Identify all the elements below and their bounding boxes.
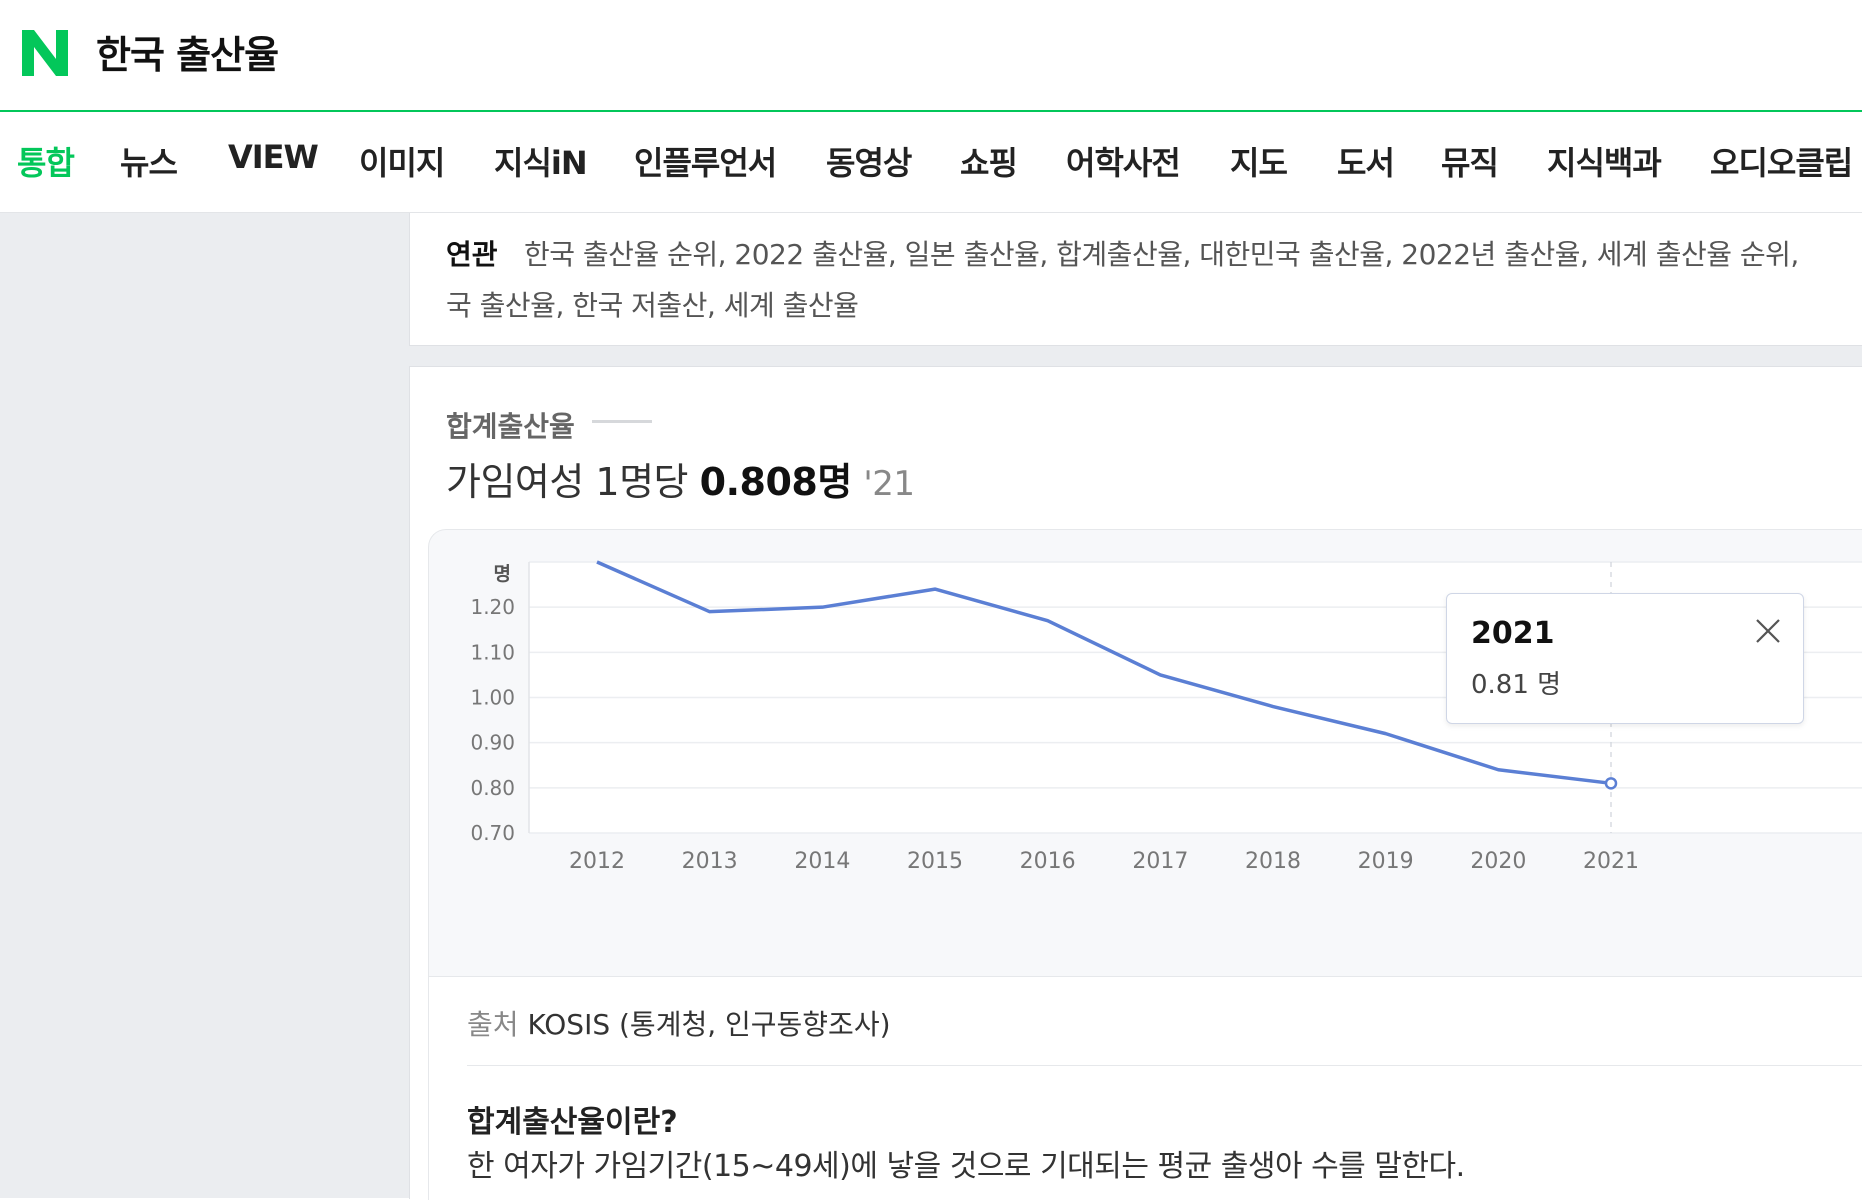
tab-music[interactable]: 뮤직: [1441, 144, 1499, 182]
chart-tooltip: 2021 0.81 명: [1446, 593, 1804, 724]
tab-shopping[interactable]: 쇼핑: [960, 144, 1018, 182]
stat-title: 합계출산율: [446, 410, 575, 443]
y-tick-label: 0.70: [470, 821, 515, 845]
fertility-rate-card: 합계출산율 가임여성 1명당 0.808명 '21 명 1.20 1.10 1.00 0…: [409, 366, 1862, 1201]
x-tick-label: 2018: [1245, 849, 1301, 874]
tooltip-value: 0.81 명: [1471, 670, 1562, 700]
related-label: 연관: [446, 238, 498, 271]
related-keywords-line1[interactable]: 한국 출산율 순위, 2022 출산율, 일본 출산율, 합계출산율, 대한민국…: [524, 238, 1799, 271]
tooltip-year: 2021: [1471, 616, 1555, 651]
stat-summary: 가임여성 1명당 0.808명 '21: [446, 451, 915, 506]
search-header: 한국 출산율: [0, 0, 1862, 112]
y-tick-label: 1.00: [470, 686, 515, 710]
tab-images[interactable]: 이미지: [359, 144, 445, 182]
x-tick-label: 2014: [794, 849, 850, 874]
tab-books[interactable]: 도서: [1337, 144, 1395, 182]
x-tick-label: 2012: [569, 849, 625, 874]
x-tick-label: 2017: [1132, 849, 1188, 874]
definition-title: 합계출산율이란?: [467, 1105, 678, 1140]
y-tick-label: 1.20: [470, 595, 515, 619]
source-section: 출처 KOSIS (통계청, 인구동향조사) 합계출산율이란? 한 여자가 가임…: [429, 976, 1862, 1201]
tab-knowledge-in[interactable]: 지식iN: [494, 144, 588, 182]
tab-influencer[interactable]: 인플루언서: [634, 144, 777, 182]
y-tick-label: 1.10: [470, 640, 515, 664]
related-keywords-line2[interactable]: 국 출산율, 한국 저출산, 세계 출산율: [446, 289, 859, 322]
tab-integrated[interactable]: 통합: [17, 144, 75, 182]
search-tabs: 통합 뉴스 VIEW 이미지 지식iN 인플루언서 동영상 쇼핑 어학사전 지도…: [0, 112, 1862, 213]
source-label: 출처: [467, 1008, 519, 1041]
summary-year: '21: [863, 464, 915, 504]
x-tick-label: 2013: [682, 849, 738, 874]
x-tick-label: 2020: [1470, 849, 1526, 874]
title-divider: [592, 420, 652, 423]
series-line: [596, 560, 1612, 786]
close-icon[interactable]: [1753, 616, 1783, 646]
summary-prefix: 가임여성 1명당: [446, 460, 689, 504]
divider: [467, 1065, 1862, 1066]
summary-value: 0.808명: [699, 460, 853, 504]
highlight-point: [1604, 777, 1618, 790]
tab-encyclopedia[interactable]: 지식백과: [1547, 144, 1662, 182]
x-tick-label: 2019: [1358, 849, 1414, 874]
tab-map[interactable]: 지도: [1230, 144, 1288, 182]
tab-view[interactable]: VIEW: [228, 138, 319, 176]
definition-text: 한 여자가 가임기간(15~49세)에 낳을 것으로 기대되는 평균 출생아 수…: [467, 1149, 1465, 1184]
search-query-text[interactable]: 한국 출산율: [96, 33, 279, 77]
y-tick-label: 0.90: [470, 731, 515, 755]
tab-video[interactable]: 동영상: [826, 144, 912, 182]
x-tick-label: 2016: [1020, 849, 1076, 874]
related-searches: 연관 한국 출산율 순위, 2022 출산율, 일본 출산율, 합계출산율, 대…: [409, 213, 1862, 346]
y-axis-unit: 명: [494, 563, 511, 585]
tab-dictionary[interactable]: 어학사전: [1066, 144, 1181, 182]
tab-audioclip[interactable]: 오디오클립: [1710, 144, 1853, 182]
tab-news[interactable]: 뉴스: [120, 144, 178, 182]
x-tick-label: 2015: [907, 849, 963, 874]
y-tick-label: 0.80: [470, 776, 515, 800]
source-line: 출처 KOSIS (통계청, 인구동향조사): [467, 1003, 891, 1043]
source-text: KOSIS (통계청, 인구동향조사): [527, 1008, 891, 1041]
x-tick-label: 2021: [1583, 849, 1639, 874]
naver-logo[interactable]: [18, 26, 72, 80]
